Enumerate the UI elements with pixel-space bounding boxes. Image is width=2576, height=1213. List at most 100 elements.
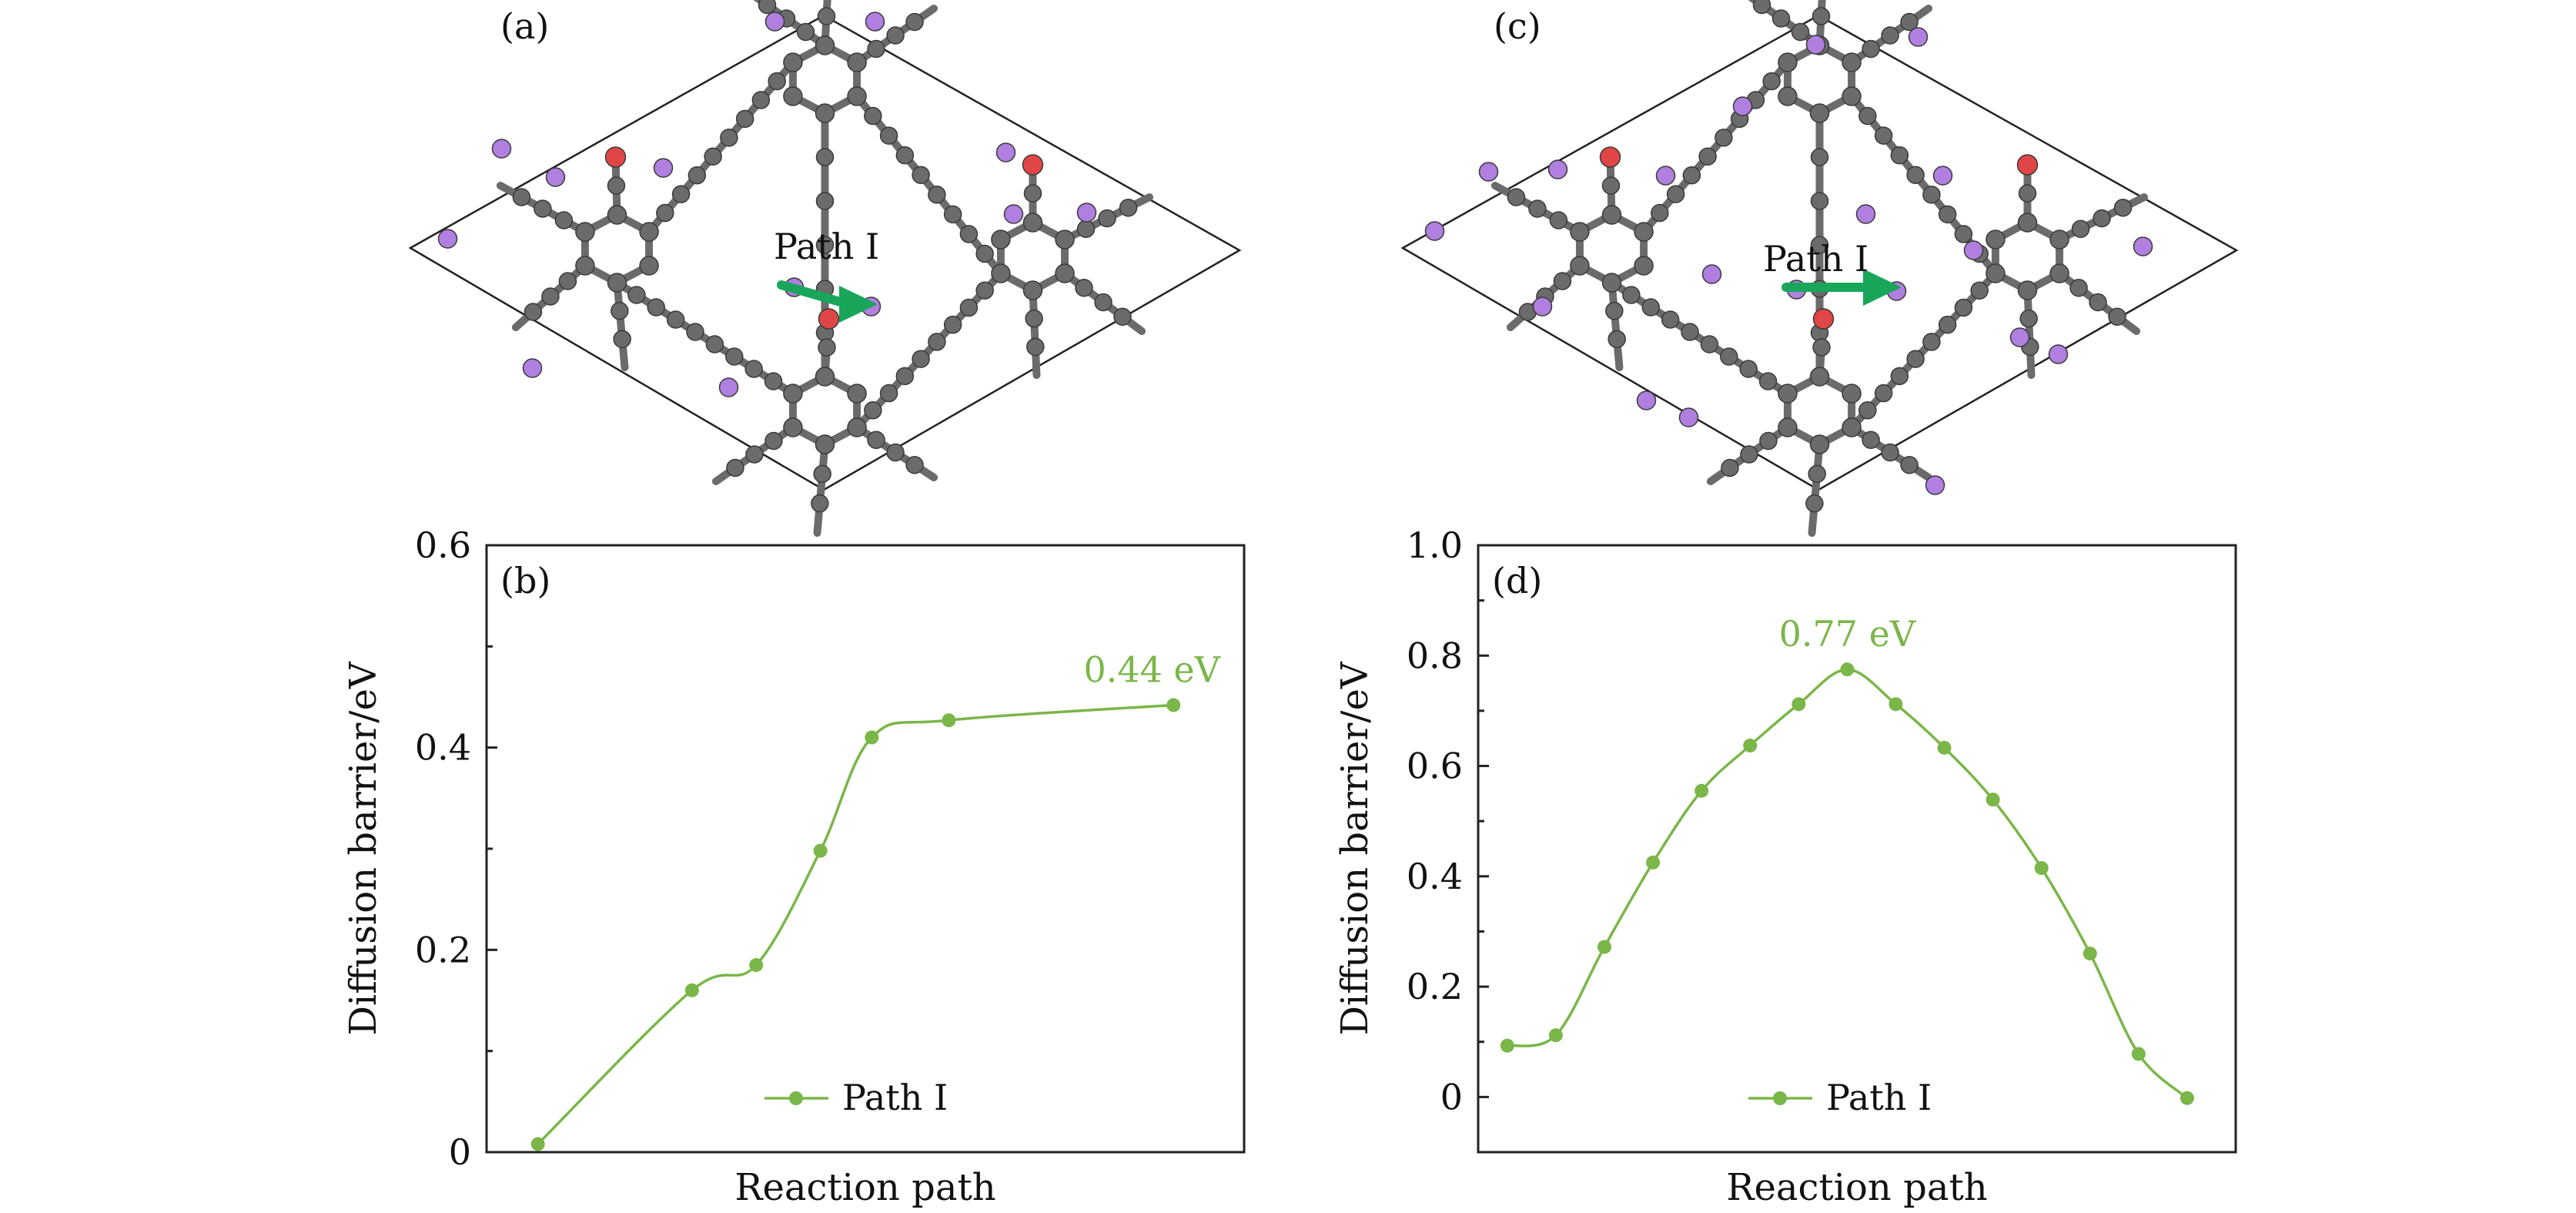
- lithium-atom: [1908, 27, 1929, 47]
- carbon-atom: [912, 350, 930, 368]
- carbon-atoms: [1507, 0, 2133, 513]
- unit-cell: [1400, 14, 2239, 491]
- carbon-atom: [627, 286, 646, 304]
- lithium-atom: [653, 158, 674, 178]
- carbon-atom: [847, 417, 867, 437]
- carbon-atom: [2113, 199, 2133, 217]
- carbon-atom: [1938, 315, 1957, 334]
- y-ticks: [487, 544, 497, 1154]
- carbon-atom: [1507, 188, 1526, 206]
- data-point: [1500, 1038, 1514, 1053]
- carbon-atom: [764, 431, 783, 451]
- carbon-atom: [744, 360, 763, 378]
- carbon-atom: [1022, 213, 1043, 233]
- structure-panel-a: (a) Path I: [408, 0, 1242, 537]
- lithium-atom: [2133, 236, 2153, 256]
- chart-b: 0 0.2 0.4 0.6 (b) Diffusion barrier/eV Reac…: [342, 524, 1246, 1209]
- bond: [1607, 279, 1791, 397]
- carbon-atom: [1762, 72, 1781, 91]
- carbon-atom: [864, 106, 882, 126]
- lithium-atom: [1655, 166, 1676, 186]
- bond: [645, 59, 797, 236]
- panel-label-d: (d): [1492, 560, 1542, 601]
- carbon-atom: [811, 494, 829, 513]
- data-point: [749, 958, 764, 973]
- carbon-atom: [1682, 166, 1701, 185]
- carbon-atom: [2017, 213, 2038, 233]
- carbon-atom: [1771, 9, 1791, 28]
- y-tick-label: 0.6: [1407, 746, 1463, 787]
- carbon-atom: [943, 315, 962, 334]
- series-points-path-i: [530, 698, 1181, 1151]
- carbon-atom: [815, 236, 835, 254]
- x-axis-title: Reaction path: [1726, 1166, 1987, 1209]
- data-point: [684, 983, 699, 997]
- oxygen-atom: [1812, 308, 1835, 330]
- carbon-atom: [975, 281, 994, 300]
- carbon-atom: [558, 272, 577, 290]
- carbon-atom: [1570, 222, 1590, 242]
- carbon-atom: [2018, 184, 2037, 203]
- carbon-atom: [815, 367, 835, 387]
- carbon-atom: [1661, 310, 1680, 329]
- path-arrow: [1781, 269, 1902, 306]
- legend-label: Path I: [842, 1077, 948, 1118]
- data-point: [1937, 740, 1952, 755]
- carbon-atom: [1026, 337, 1045, 357]
- carbon-atom: [783, 417, 803, 437]
- carbon-atom: [959, 225, 979, 243]
- data-point: [1986, 792, 2000, 807]
- structure-path-label-c: Path I: [1763, 238, 1868, 280]
- carbon-atom: [1721, 458, 1739, 477]
- lithium-atom: [522, 358, 543, 378]
- carbon-atom: [818, 338, 836, 357]
- oxygen-atom: [2016, 154, 2039, 176]
- data-point: [530, 1137, 545, 1151]
- carbon-atom: [1842, 86, 1862, 106]
- oxygen-atom: [1022, 154, 1044, 176]
- oxygen-atom: [1599, 146, 1621, 168]
- carbon-atom: [2108, 307, 2126, 326]
- carbon-atom: [1922, 186, 1941, 204]
- lithium-atom: [1963, 240, 1984, 260]
- carbon-atom: [2049, 230, 2069, 250]
- carbon-atom: [905, 12, 924, 32]
- data-point: [813, 843, 828, 858]
- carbon-atom: [864, 401, 882, 420]
- y-tick-label: 0.2: [1407, 966, 1463, 1007]
- carbon-atom: [1666, 185, 1685, 203]
- carbon-atom: [1607, 330, 1626, 349]
- carbon-atom: [1094, 293, 1112, 312]
- carbon-atom: [607, 273, 627, 293]
- carbon-atom: [1778, 384, 1798, 404]
- lithium-atom: [1532, 297, 1553, 317]
- carbon-atom: [768, 72, 786, 91]
- carbon-atom: [817, 7, 836, 25]
- lithium-atom: [437, 229, 458, 249]
- carbon-atom: [1119, 199, 1138, 217]
- bond: [1029, 286, 1041, 379]
- carbon-atom: [928, 333, 946, 351]
- carbon-atom: [1025, 309, 1043, 328]
- legend: Path I: [1748, 1077, 1932, 1118]
- carbon-atom: [1758, 372, 1778, 390]
- carbon-atom: [1549, 211, 1568, 230]
- x-axis-title: Reaction path: [734, 1166, 995, 1209]
- carbon-atom: [2049, 263, 2069, 283]
- lithium-atom: [2048, 344, 2069, 364]
- carbon-atom: [991, 263, 1011, 283]
- y-ticks: [1478, 544, 1489, 1098]
- carbon-atom: [1570, 256, 1590, 276]
- carbon-atom: [928, 186, 946, 204]
- carbon-atom: [656, 203, 674, 223]
- carbon-atom: [1740, 445, 1758, 464]
- data-point: [2180, 1091, 2194, 1105]
- plot-frame: [485, 544, 1246, 1154]
- carbon-atom: [726, 458, 744, 477]
- carbon-atom: [1874, 126, 1893, 145]
- carbon-atom: [912, 166, 930, 184]
- data-point: [1840, 662, 1855, 677]
- structure-path-label-a: Path I: [774, 226, 879, 267]
- bond: [1808, 441, 1824, 537]
